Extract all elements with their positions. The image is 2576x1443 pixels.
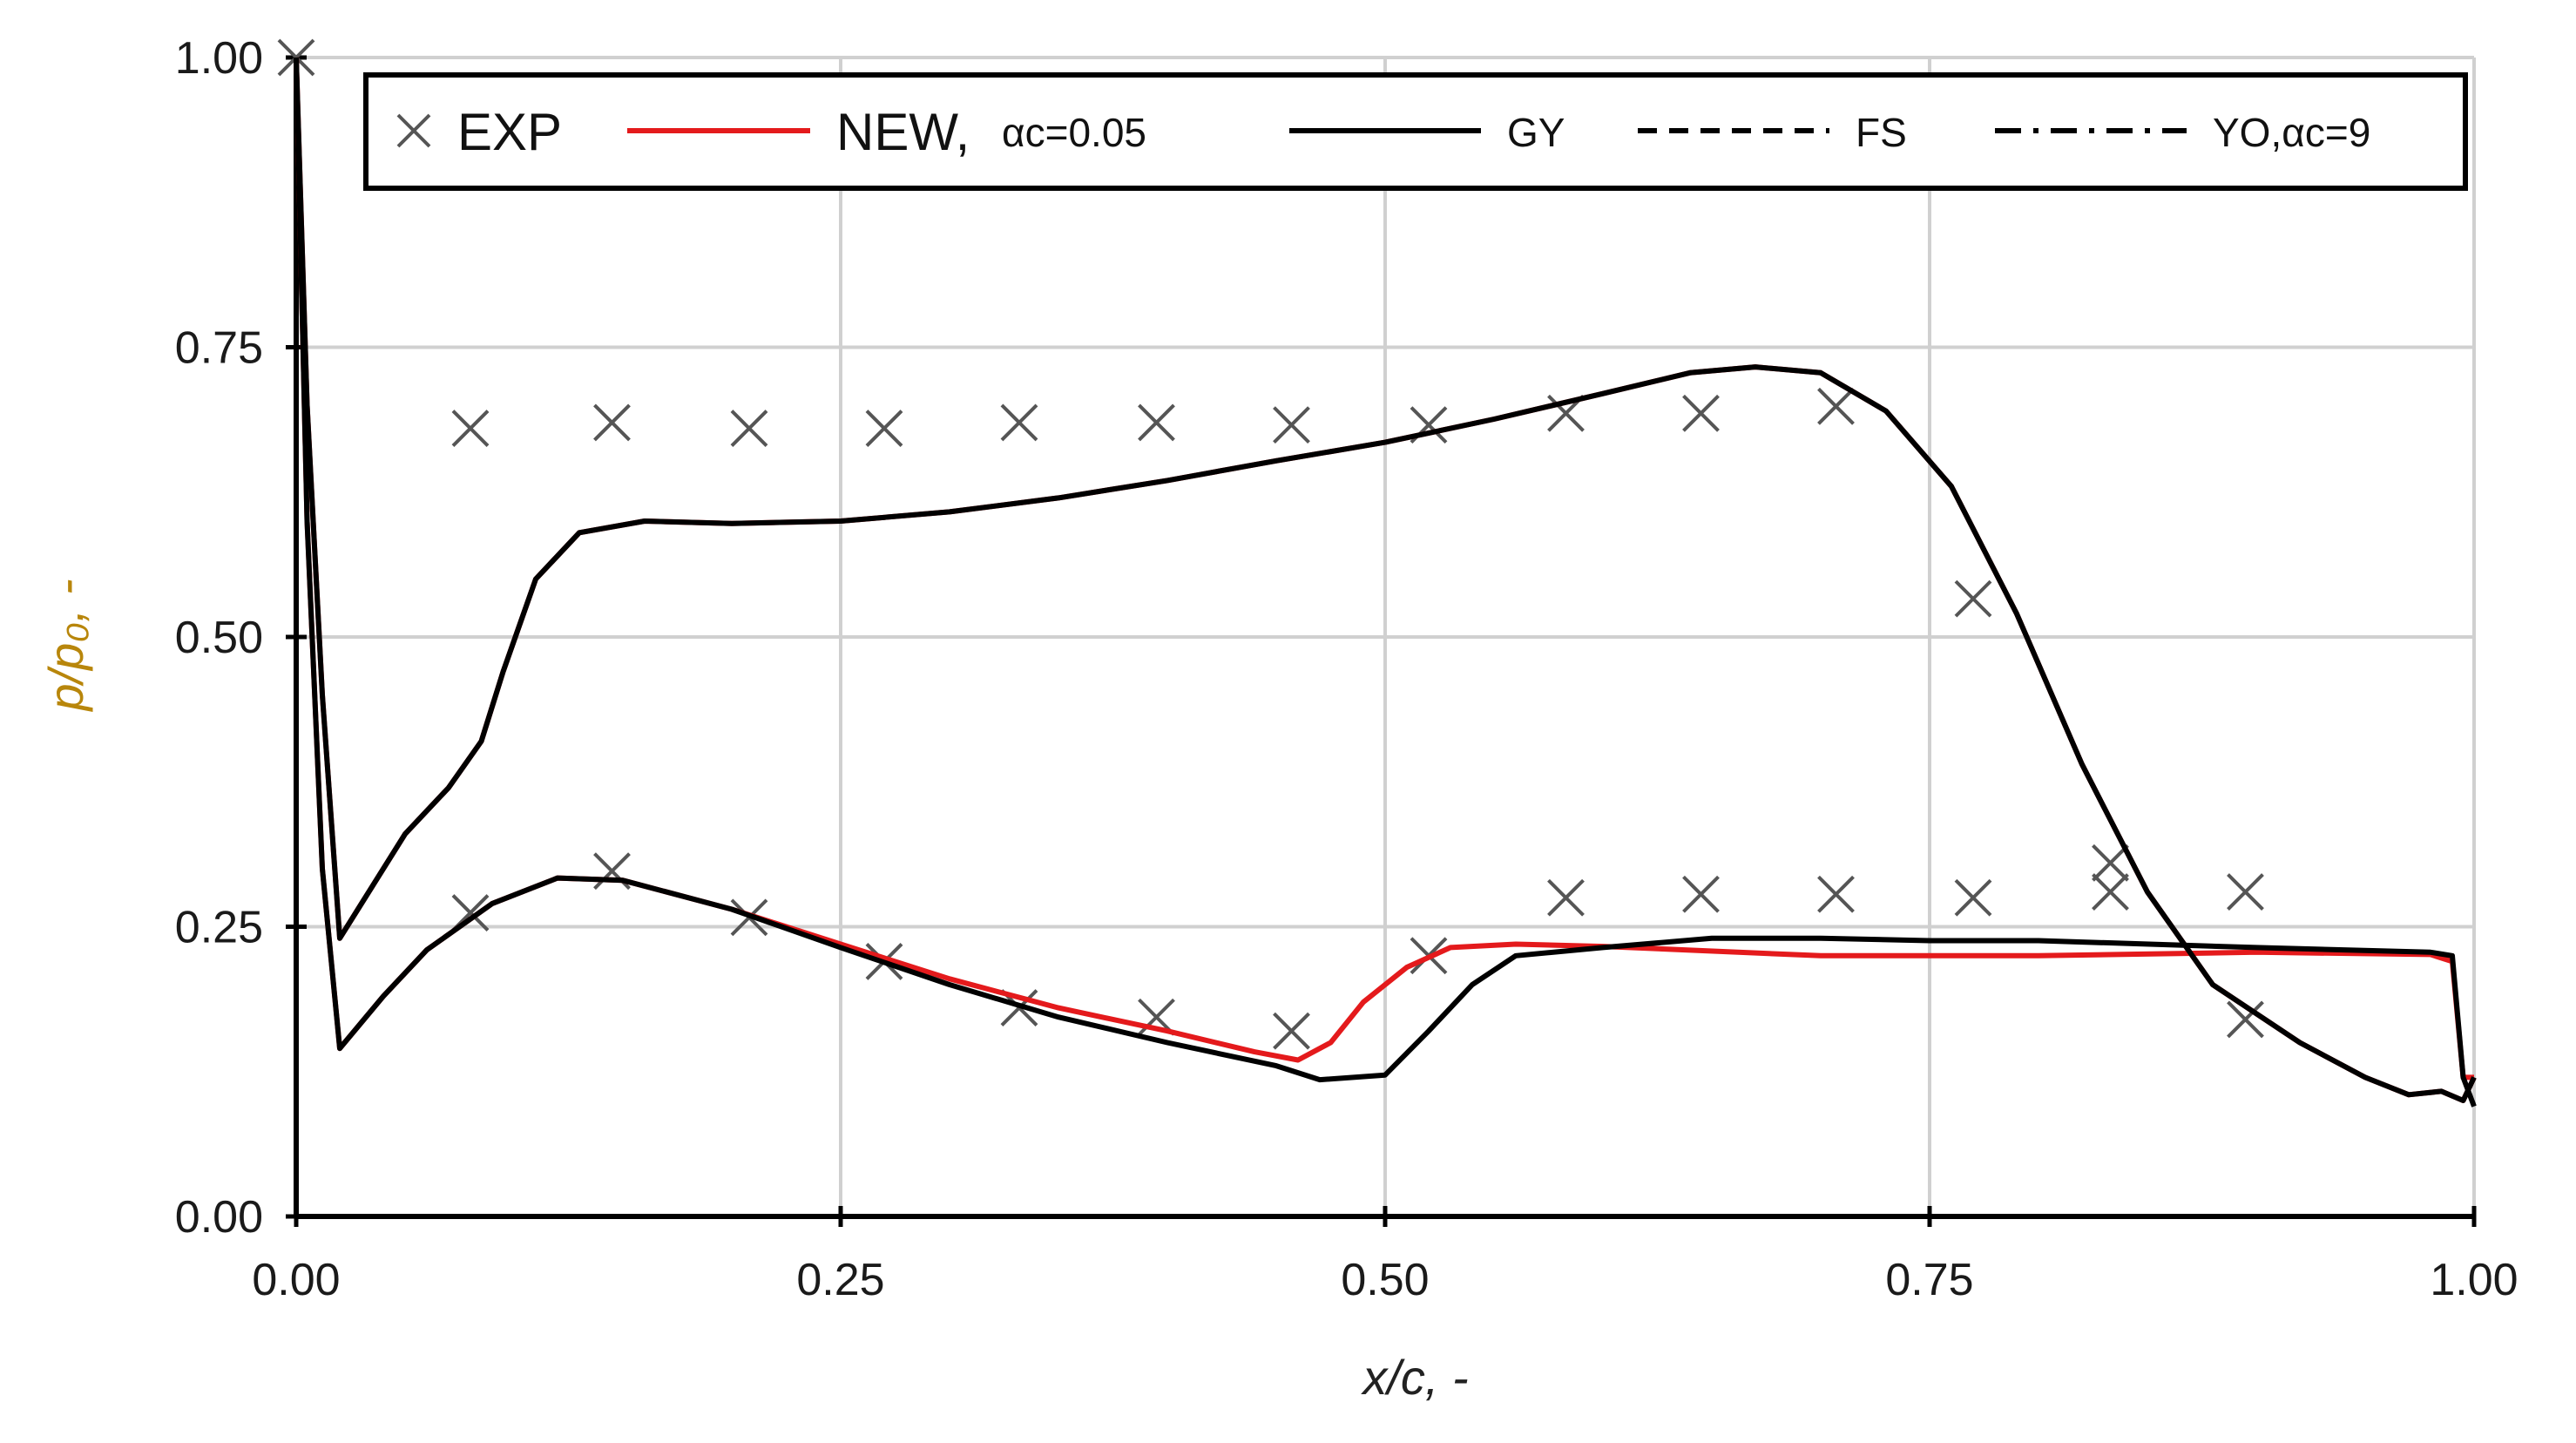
y-tick-label: 0.50 — [175, 613, 263, 663]
x-tick-label: 0.75 — [1885, 1255, 1973, 1305]
legend-sublabel: YO,αc=9 — [2213, 110, 2370, 155]
reference-series-line — [294, 57, 2477, 1103]
exp-point-marker — [1682, 394, 1720, 432]
legend-sublabel: GY — [1507, 110, 1565, 155]
y-axis-title: p/p₀, - — [38, 579, 93, 712]
exp-point-marker — [1682, 875, 1720, 913]
exp-point-marker — [730, 410, 768, 448]
exp-point-marker — [2092, 873, 2129, 911]
exp-point-marker — [1817, 387, 1855, 425]
exp-point-marker — [451, 410, 490, 448]
axes — [286, 55, 2477, 1227]
exp-point-marker — [1954, 579, 1992, 618]
x-tick-label: 1.00 — [2430, 1255, 2518, 1305]
grid — [296, 56, 2476, 1216]
exp-point-marker — [1817, 875, 1855, 913]
tick-labels: 0.00 0.25 0.50 0.75 1.00 0.00 0.25 0.50 0.75 1.00 — [175, 33, 2519, 1305]
exp-point-marker — [1000, 403, 1038, 442]
y-tick-label: 1.00 — [175, 33, 263, 84]
exp-point-marker — [2227, 873, 2264, 911]
exp-point-marker — [1954, 878, 1992, 917]
legend: EXP NEW, αc=0.05 GY FS YO,αc=9 — [363, 72, 2468, 191]
x-tick-label: 0.25 — [796, 1255, 884, 1305]
exp-point-marker — [865, 410, 903, 448]
legend-label: NEW, — [836, 103, 970, 161]
x-tick-label: 0.00 — [252, 1255, 340, 1305]
legend-sublabel: FS — [1856, 110, 1907, 155]
x-axis-title: x/c, - — [1360, 1350, 1468, 1405]
y-tick-label: 0.00 — [175, 1192, 263, 1243]
legend-label: EXP — [457, 103, 562, 161]
x-tick-label: 0.50 — [1341, 1255, 1429, 1305]
series-layer — [277, 38, 2477, 1108]
exp-point-marker — [1138, 403, 1175, 442]
legend-marker-x — [396, 113, 431, 148]
exp-point-marker — [2227, 1000, 2264, 1039]
exp-point-marker — [593, 403, 631, 442]
reference-series-line — [294, 57, 2477, 1108]
exp-point-marker — [2092, 843, 2129, 882]
exp-point-marker — [1273, 1012, 1310, 1050]
y-tick-label: 0.75 — [175, 323, 263, 374]
y-tick-label: 0.25 — [175, 903, 263, 953]
legend-sublabel: αc=0.05 — [1002, 110, 1146, 155]
exp-point-marker — [1547, 878, 1585, 917]
exp-point-marker — [1273, 406, 1310, 444]
